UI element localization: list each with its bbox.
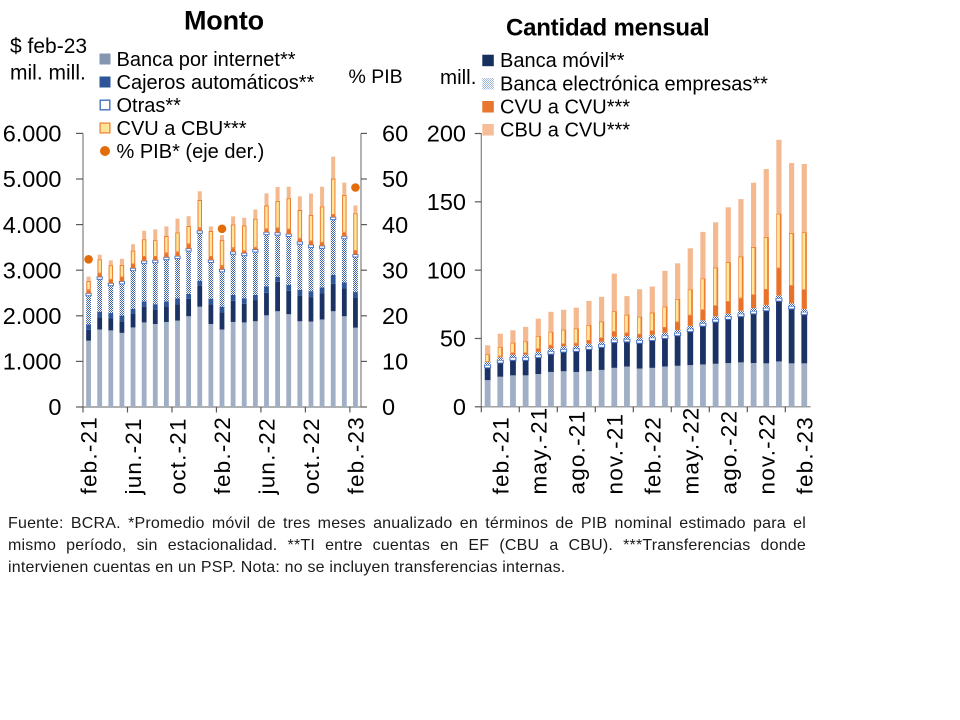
svg-text:6.000: 6.000	[3, 121, 62, 147]
svg-text:Monto: Monto	[184, 6, 264, 36]
svg-text:feb.-23: feb.-23	[343, 416, 368, 494]
svg-text:10: 10	[382, 349, 408, 375]
svg-text:nov.-22: nov.-22	[754, 413, 779, 495]
svg-text:Banca electrónica empresas**: Banca electrónica empresas**	[500, 74, 768, 96]
svg-text:jun.-22: jun.-22	[254, 417, 279, 495]
svg-text:ago.-21: ago.-21	[564, 410, 589, 495]
svg-text:feb.-23: feb.-23	[792, 416, 817, 494]
svg-text:% PIB: % PIB	[349, 66, 403, 88]
svg-text:40: 40	[382, 212, 408, 238]
svg-text:CVU a CVU***: CVU a CVU***	[500, 97, 630, 119]
svg-text:CVU a CBU***: CVU a CBU***	[117, 118, 247, 140]
svg-text:may.-22: may.-22	[678, 406, 703, 494]
svg-text:0: 0	[48, 394, 61, 420]
svg-text:2.000: 2.000	[3, 303, 62, 329]
svg-text:feb.-22: feb.-22	[640, 416, 665, 494]
svg-text:150: 150	[427, 189, 466, 215]
svg-text:feb.-21: feb.-21	[77, 416, 102, 494]
svg-text:0: 0	[382, 394, 395, 420]
svg-text:CBU a CVU***: CBU a CVU***	[500, 120, 630, 142]
svg-text:0: 0	[453, 394, 466, 420]
svg-text:% PIB* (eje der.): % PIB* (eje der.)	[117, 141, 265, 163]
svg-text:feb.-22: feb.-22	[210, 416, 235, 494]
svg-text:may.-21: may.-21	[526, 406, 551, 494]
svg-text:20: 20	[382, 303, 408, 329]
svg-text:Banca por internet**: Banca por internet**	[117, 49, 296, 71]
svg-text:oct.-22: oct.-22	[299, 417, 324, 494]
svg-text:30: 30	[382, 257, 408, 283]
svg-text:5.000: 5.000	[3, 166, 62, 192]
svg-text:ago.-22: ago.-22	[716, 410, 741, 495]
svg-text:Otras**: Otras**	[117, 95, 182, 117]
svg-text:jun.-21: jun.-21	[121, 417, 146, 495]
svg-text:$ feb-23: $ feb-23	[10, 35, 87, 58]
svg-text:nov.-21: nov.-21	[602, 413, 627, 495]
svg-text:50: 50	[382, 166, 408, 192]
svg-text:mil. mill.: mil. mill.	[10, 62, 86, 85]
svg-text:feb.-21: feb.-21	[488, 416, 513, 494]
svg-text:Banca móvil**: Banca móvil**	[500, 50, 625, 72]
svg-text:3.000: 3.000	[3, 257, 62, 283]
svg-text:200: 200	[427, 121, 466, 147]
svg-text:4.000: 4.000	[3, 212, 62, 238]
svg-text:1.000: 1.000	[3, 349, 62, 375]
svg-text:Cajeros automáticos**: Cajeros automáticos**	[117, 72, 315, 94]
svg-text:100: 100	[427, 257, 466, 283]
svg-text:mill.: mill.	[440, 66, 476, 89]
svg-text:Cantidad mensual: Cantidad mensual	[506, 15, 710, 42]
svg-text:60: 60	[382, 121, 408, 147]
svg-text:50: 50	[440, 326, 466, 352]
svg-text:oct.-21: oct.-21	[166, 417, 191, 494]
